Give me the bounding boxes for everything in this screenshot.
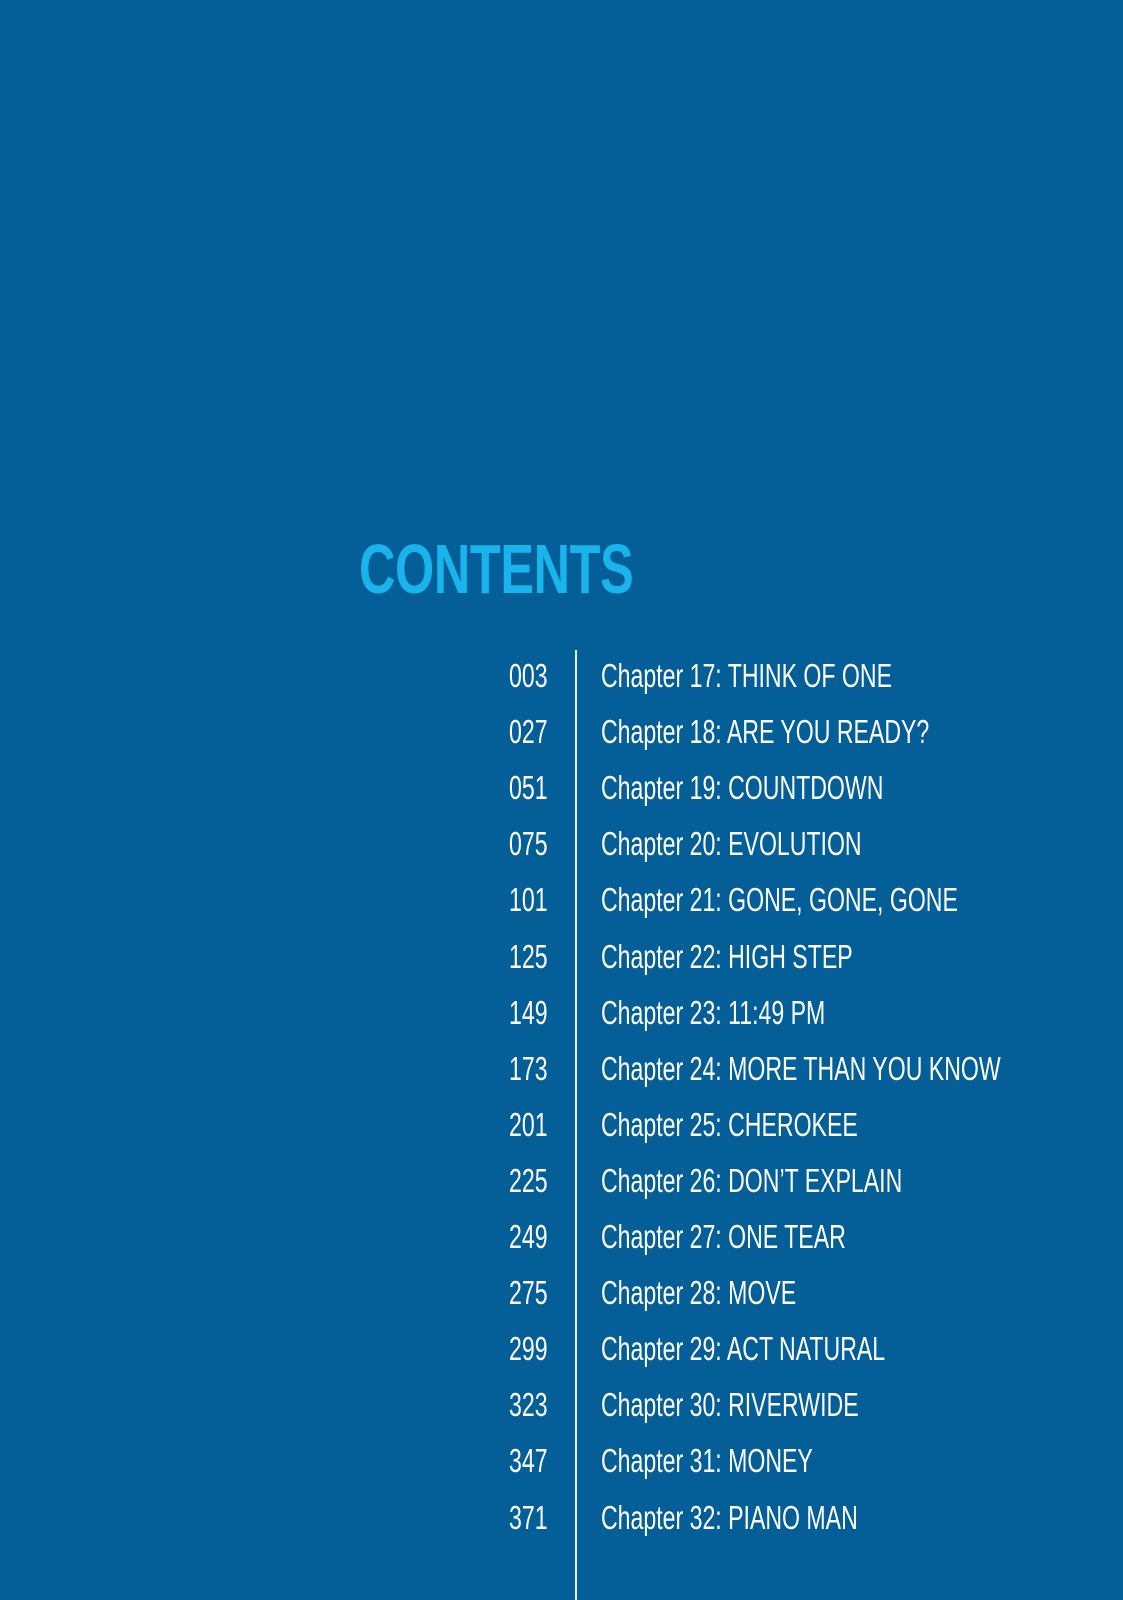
toc-entry[interactable]: 149 Chapter 23: 11:49 PM [0, 993, 1123, 1033]
toc-page-number: 125 [509, 937, 548, 975]
toc-page-number: 173 [509, 1049, 548, 1087]
toc-entry[interactable]: 249 Chapter 27: ONE TEAR [0, 1217, 1123, 1257]
toc-chapter-title: Chapter 31: MONEY [601, 1442, 813, 1480]
toc-entry[interactable]: 101 Chapter 21: GONE, GONE, GONE [0, 880, 1123, 920]
toc-chapter-title: Chapter 17: THINK OF ONE [601, 657, 892, 694]
divider-line [575, 650, 577, 1600]
toc-chapter-title: Chapter 27: ONE TEAR [601, 1218, 846, 1255]
toc-entry[interactable]: 225 Chapter 26: DON’T EXPLAIN [0, 1161, 1123, 1201]
toc-chapter-title: Chapter 32: PIANO MAN [601, 1498, 858, 1536]
toc-entry[interactable]: 003 Chapter 17: THINK OF ONE [0, 656, 1123, 696]
toc-page-number: 347 [509, 1442, 548, 1480]
toc-page-number: 075 [509, 825, 548, 863]
toc-page-number: 149 [509, 993, 548, 1031]
toc-page-number: 003 [509, 657, 548, 694]
toc-entry[interactable]: 323 Chapter 30: RIVERWIDE [0, 1385, 1123, 1425]
toc-entry[interactable]: 027 Chapter 18: ARE YOU READY? [0, 712, 1123, 752]
toc-page-number: 201 [509, 1105, 548, 1143]
toc-chapter-title: Chapter 21: GONE, GONE, GONE [601, 881, 958, 919]
toc-chapter-title: Chapter 24: MORE THAN YOU KNOW [601, 1049, 1001, 1087]
toc-page-number: 101 [509, 881, 548, 919]
toc-entry[interactable]: 201 Chapter 25: CHEROKEE [0, 1105, 1123, 1145]
toc-page-number: 225 [509, 1161, 548, 1199]
toc-entry[interactable]: 275 Chapter 28: MOVE [0, 1273, 1123, 1313]
toc-chapter-title: Chapter 29: ACT NATURAL [601, 1330, 886, 1368]
toc-page-number: 249 [509, 1218, 548, 1255]
toc-entry[interactable]: 125 Chapter 22: HIGH STEP [0, 937, 1123, 977]
toc-chapter-title: Chapter 25: CHEROKEE [601, 1105, 858, 1143]
toc-entry[interactable]: 347 Chapter 31: MONEY [0, 1441, 1123, 1481]
toc-page-number: 275 [509, 1274, 548, 1312]
toc-entry[interactable]: 051 Chapter 19: COUNTDOWN [0, 768, 1123, 808]
toc-chapter-title: Chapter 18: ARE YOU READY? [601, 713, 930, 751]
toc-page-number: 051 [509, 769, 548, 807]
toc-entry[interactable]: 075 Chapter 20: EVOLUTION [0, 824, 1123, 864]
toc-chapter-title: Chapter 30: RIVERWIDE [601, 1386, 859, 1424]
toc-page-number: 371 [509, 1498, 548, 1536]
toc-page-number: 299 [509, 1330, 548, 1368]
toc-page-number: 027 [509, 713, 548, 751]
toc-chapter-title: Chapter 20: EVOLUTION [601, 825, 862, 863]
toc-chapter-title: Chapter 23: 11:49 PM [601, 993, 826, 1031]
toc-chapter-title: Chapter 26: DON’T EXPLAIN [601, 1161, 903, 1199]
toc-chapter-title: Chapter 28: MOVE [601, 1274, 797, 1312]
toc-entry[interactable]: 173 Chapter 24: MORE THAN YOU KNOW [0, 1049, 1123, 1089]
toc-entry[interactable]: 371 Chapter 32: PIANO MAN [0, 1498, 1123, 1538]
page-title: CONTENTS [359, 530, 634, 608]
toc-page-number: 323 [509, 1386, 548, 1424]
toc-entry[interactable]: 299 Chapter 29: ACT NATURAL [0, 1329, 1123, 1369]
toc-chapter-title: Chapter 22: HIGH STEP [601, 937, 853, 975]
toc-chapter-title: Chapter 19: COUNTDOWN [601, 769, 884, 807]
